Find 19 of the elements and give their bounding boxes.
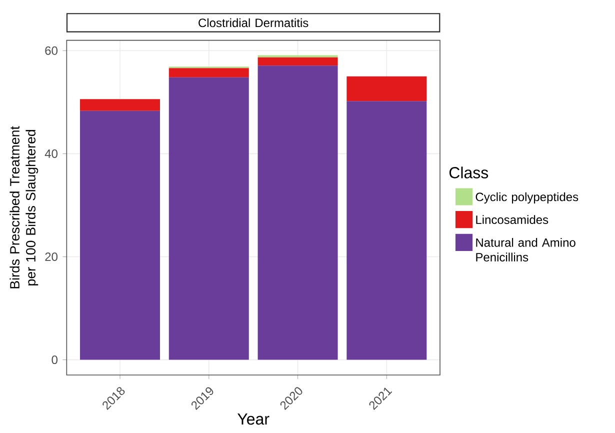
bar	[168, 77, 249, 360]
legend-label: Natural and Amino Penicillins	[476, 238, 576, 262]
legend-label: Lincosamides	[476, 215, 548, 224]
legend-title: Class	[449, 166, 488, 178]
y-tick-label: 20	[45, 252, 58, 261]
y-tick-label: 40	[44, 149, 58, 158]
chart-title: Clostridial Dermatitis	[198, 18, 308, 28]
bar	[346, 101, 427, 360]
legend-label: Cyclic polypeptides	[476, 192, 578, 204]
y-tick-label: 0	[52, 356, 58, 364]
y-tick-label: 60	[45, 46, 58, 55]
bar	[80, 99, 160, 111]
bar	[258, 66, 338, 360]
bar	[168, 68, 249, 78]
bar	[258, 57, 338, 66]
x-axis-title: Year	[238, 414, 270, 425]
bar	[346, 76, 427, 102]
bar	[80, 110, 160, 360]
y-axis-title: Birds Prescribed Treatment per 100 Birds Slaughtered	[10, 126, 38, 288]
